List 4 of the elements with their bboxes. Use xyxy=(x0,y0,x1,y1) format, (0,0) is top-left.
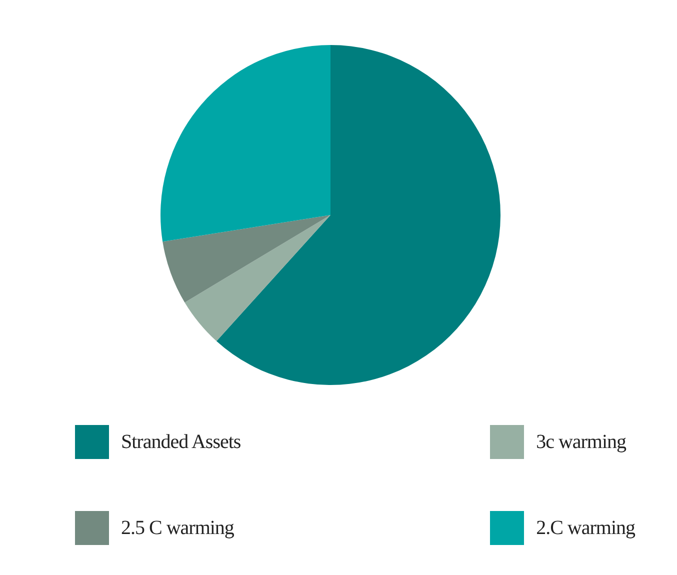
legend-label: 3c warming xyxy=(536,430,626,454)
legend-label: 2.C warming xyxy=(536,516,635,540)
legend-label: 2.5 C warming xyxy=(121,516,234,540)
legend-label: Stranded Assets xyxy=(121,430,241,454)
